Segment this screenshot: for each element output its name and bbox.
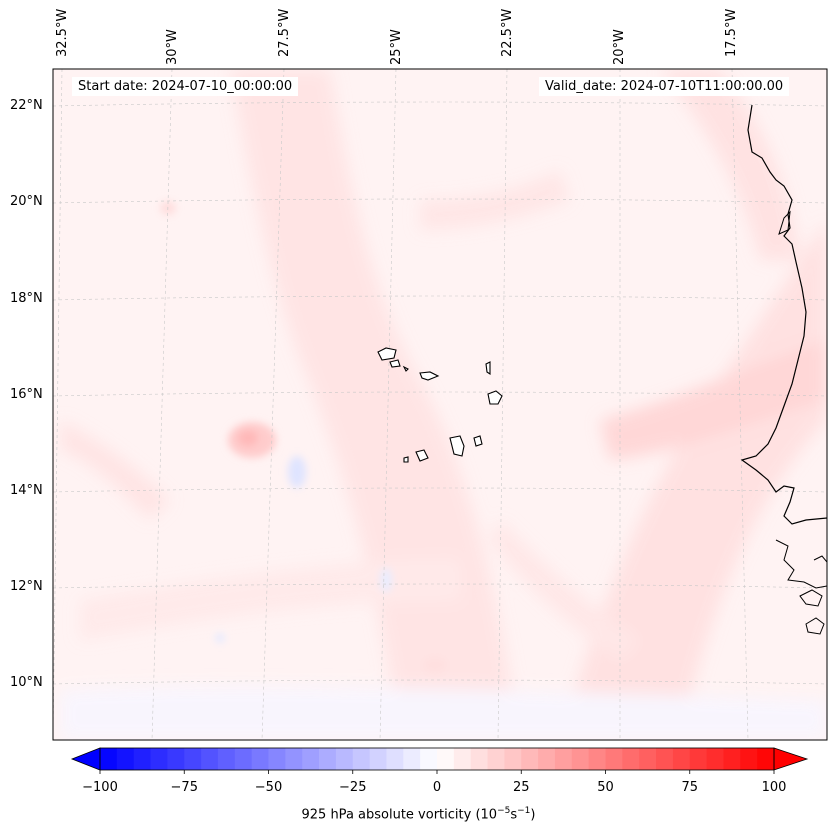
colorbar-cell xyxy=(201,748,219,770)
colorbar-cell xyxy=(386,748,404,770)
colorbar-cell xyxy=(150,748,168,770)
colorbar-tick-label: −100 xyxy=(82,780,118,795)
lat-label-10n: 10°N xyxy=(10,675,43,690)
colorbar-cell xyxy=(437,748,455,770)
colorbar-label-unit: s xyxy=(510,807,518,823)
colorbar-cell xyxy=(285,748,303,770)
colorbar-label-exponent-1: −5 xyxy=(497,806,511,816)
guinea-bissau-coast xyxy=(775,539,827,589)
vorticity-field xyxy=(53,69,827,740)
lon-label-32-5w: 32.5°W xyxy=(55,8,70,57)
colorbar-label-suffix: ) xyxy=(530,807,536,823)
colorbar-cell xyxy=(217,748,236,770)
colorbar-cell xyxy=(184,748,202,770)
colorbar-tick-label: 25 xyxy=(512,780,530,795)
lon-label-17-5w: 17.5°W xyxy=(724,8,739,57)
lat-label-20n: 20°N xyxy=(10,194,43,209)
colorbar-cell xyxy=(319,748,337,770)
lon-label-25w: 25°W xyxy=(389,29,404,65)
colorbar-cell xyxy=(521,748,539,770)
colorbar-cell xyxy=(622,748,640,770)
colorbar-cell xyxy=(554,748,573,770)
colorbar-cell xyxy=(420,748,438,770)
colorbar-tick-label: 50 xyxy=(597,780,614,795)
lat-label-12n: 12°N xyxy=(10,579,43,594)
colorbar-cell xyxy=(672,748,691,770)
colorbar-cell xyxy=(133,748,152,770)
colorbar-cell xyxy=(268,748,286,770)
colorbar-cell xyxy=(740,748,758,770)
colorbar-label: 925 hPa absolute vorticity (10−5s−1) xyxy=(0,806,837,822)
lat-label-14n: 14°N xyxy=(10,483,43,498)
colorbar-cell xyxy=(504,748,522,770)
colorbar-tick-label: −75 xyxy=(170,780,198,795)
colorbar-cell xyxy=(335,748,354,770)
colorbar-cell xyxy=(588,748,606,770)
colorbar-label-exponent-2: −1 xyxy=(517,806,531,816)
lon-label-20w: 20°W xyxy=(612,29,627,65)
colorbar-cell xyxy=(369,748,387,770)
colorbar-cell xyxy=(706,748,724,770)
colorbar-cell xyxy=(487,748,505,770)
colorbar-cell xyxy=(723,748,741,770)
start-date-label: Start date: 2024-07-10_00:00:00 xyxy=(72,77,299,96)
africa-coastline xyxy=(740,104,827,525)
colorbar-tick-label: 100 xyxy=(761,780,787,795)
colorbar-cell xyxy=(656,748,674,770)
lat-label-18n: 18°N xyxy=(10,291,43,306)
colorbar-cell xyxy=(639,748,657,770)
lon-label-30w: 30°W xyxy=(165,29,180,65)
colorbar-cell xyxy=(470,748,489,770)
colorbar-cell xyxy=(757,748,775,770)
colorbar-tick-label: 75 xyxy=(681,780,699,795)
colorbar-cell xyxy=(605,748,623,770)
colorbar-tick-label: −25 xyxy=(339,780,367,795)
colorbar-cell xyxy=(100,748,118,770)
colorbar-cell xyxy=(538,748,556,770)
lon-label-22-5w: 22.5°W xyxy=(500,8,515,57)
map-frame xyxy=(52,68,828,741)
colorbar-cell xyxy=(453,748,472,770)
colorbar-cell xyxy=(571,748,590,770)
colorbar xyxy=(70,747,809,774)
colorbar-label-prefix: 925 hPa absolute vorticity (10 xyxy=(301,807,498,823)
colorbar-cell xyxy=(352,748,371,770)
colorbar-tick-label: −50 xyxy=(254,780,283,795)
colorbar-cell xyxy=(116,748,135,770)
lat-label-16n: 16°N xyxy=(10,387,43,402)
lon-label-27-5w: 27.5°W xyxy=(277,8,292,57)
colorbar-min-extend xyxy=(70,747,101,771)
colorbar-cell xyxy=(234,748,253,770)
cape-verde-islands xyxy=(377,347,503,463)
colorbar-cell xyxy=(251,748,269,770)
colorbar-cell xyxy=(403,748,421,770)
colorbar-tick-label: 0 xyxy=(432,780,442,795)
valid-date-label: Valid_date: 2024-07-10T11:00:00.00 xyxy=(539,77,790,96)
colorbar-cell xyxy=(167,748,185,770)
lat-label-22n: 22°N xyxy=(10,98,43,113)
colorbar-cell xyxy=(689,748,708,770)
colorbar-max-extend xyxy=(773,747,809,771)
colorbar-cell xyxy=(302,748,320,770)
